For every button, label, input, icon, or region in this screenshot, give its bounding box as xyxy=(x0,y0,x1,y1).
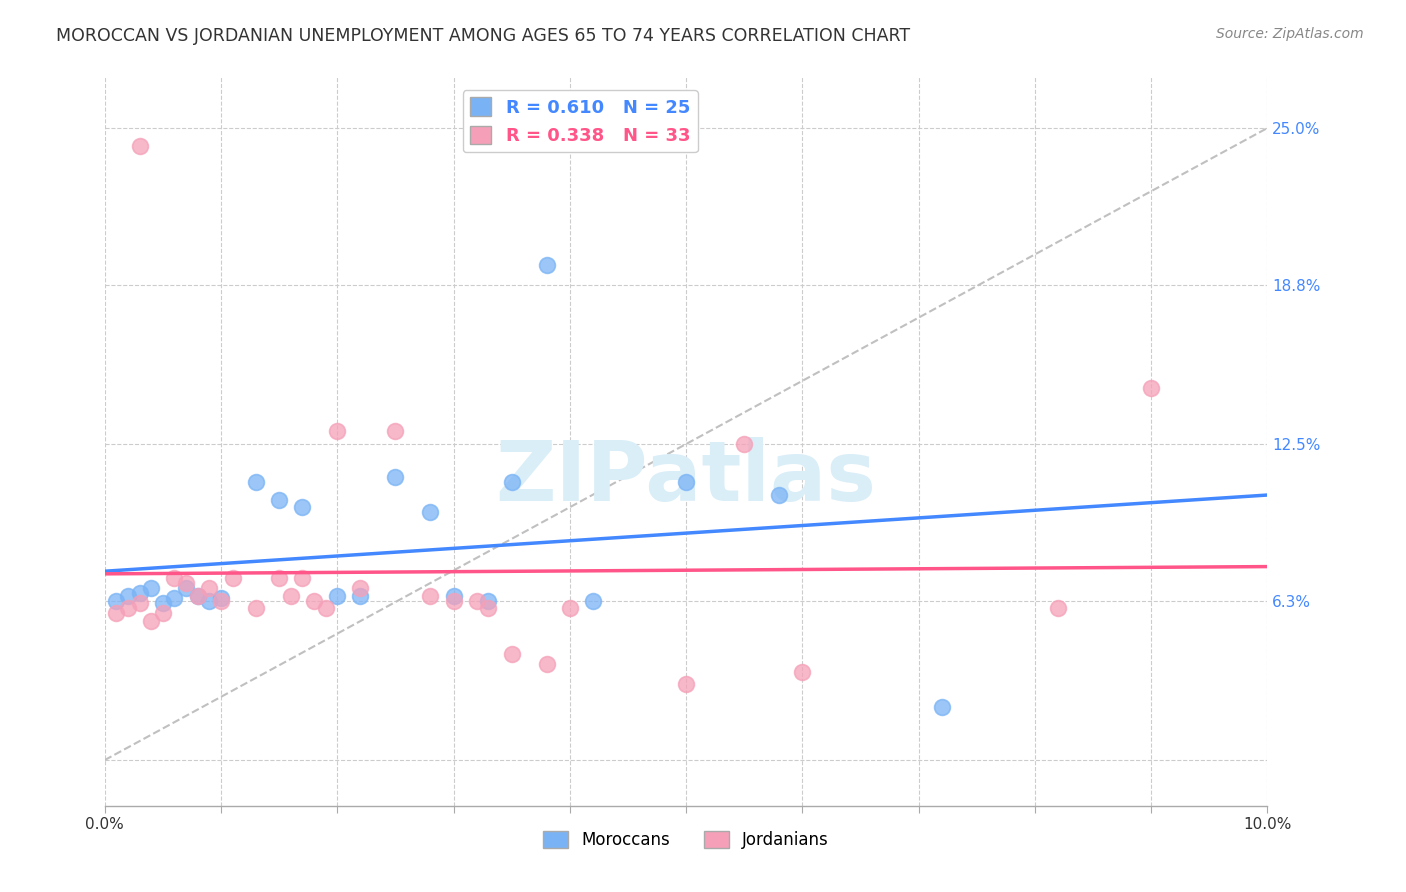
Point xyxy=(198,594,221,608)
Point xyxy=(326,425,349,439)
Point xyxy=(315,601,337,615)
Point xyxy=(187,589,209,603)
Point xyxy=(349,581,371,595)
Point xyxy=(269,571,291,585)
Text: MOROCCAN VS JORDANIAN UNEMPLOYMENT AMONG AGES 65 TO 74 YEARS CORRELATION CHART: MOROCCAN VS JORDANIAN UNEMPLOYMENT AMONG… xyxy=(56,27,910,45)
Point xyxy=(1047,601,1070,615)
Point xyxy=(128,586,150,600)
Point xyxy=(187,589,209,603)
Point xyxy=(152,607,174,621)
Point xyxy=(419,505,441,519)
Point xyxy=(302,594,325,608)
Point xyxy=(163,571,186,585)
Point xyxy=(768,487,790,501)
Point xyxy=(349,589,371,603)
Point xyxy=(105,594,128,608)
Point xyxy=(477,594,499,608)
Point xyxy=(477,601,499,615)
Point xyxy=(141,614,163,628)
Point xyxy=(582,594,605,608)
Point xyxy=(536,258,558,272)
Point xyxy=(245,475,267,489)
Point xyxy=(245,601,267,615)
Point xyxy=(443,589,465,603)
Point xyxy=(558,601,581,615)
Point xyxy=(128,596,150,610)
Point xyxy=(152,596,174,610)
Point xyxy=(209,594,232,608)
Point xyxy=(501,647,523,661)
Text: Source: ZipAtlas.com: Source: ZipAtlas.com xyxy=(1216,27,1364,41)
Point xyxy=(792,665,814,679)
Point xyxy=(117,601,139,615)
Legend: R = 0.610   N = 25, R = 0.338   N = 33: R = 0.610 N = 25, R = 0.338 N = 33 xyxy=(463,90,697,153)
Point xyxy=(675,677,697,691)
Point xyxy=(931,700,953,714)
Point xyxy=(269,492,291,507)
Point xyxy=(443,594,465,608)
Point xyxy=(291,571,314,585)
Point xyxy=(221,571,243,585)
Point xyxy=(675,475,697,489)
Point xyxy=(105,607,128,621)
Point xyxy=(141,581,163,595)
Point xyxy=(209,591,232,606)
Point xyxy=(501,475,523,489)
Point xyxy=(465,594,488,608)
Point xyxy=(1140,381,1163,395)
Text: ZIPatlas: ZIPatlas xyxy=(495,437,876,518)
Point xyxy=(291,500,314,515)
Point xyxy=(117,589,139,603)
Point xyxy=(326,589,349,603)
Point xyxy=(419,589,441,603)
Point xyxy=(174,576,197,591)
Point xyxy=(384,425,406,439)
Point xyxy=(198,581,221,595)
Point xyxy=(128,138,150,153)
Point xyxy=(384,470,406,484)
Point xyxy=(733,437,755,451)
Point xyxy=(280,589,302,603)
Point xyxy=(174,581,197,595)
Point xyxy=(536,657,558,671)
Point xyxy=(163,591,186,606)
